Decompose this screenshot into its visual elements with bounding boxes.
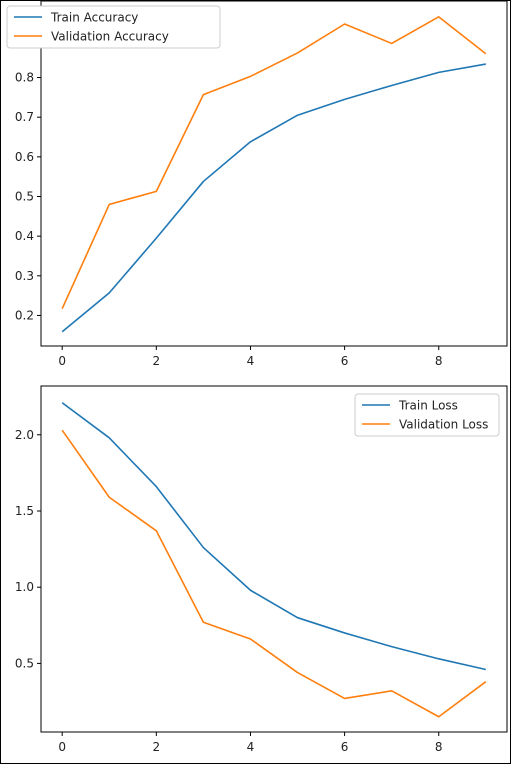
plot-area-1 — [41, 1, 507, 346]
y-tick-label: 1.5 — [15, 504, 34, 518]
legend-label: Validation Accuracy — [51, 30, 169, 44]
x-tick-label: 2 — [153, 354, 161, 368]
y-tick-label: 2.0 — [15, 428, 34, 442]
y-tick-label: 0.6 — [15, 150, 34, 164]
x-tick-label: 4 — [247, 740, 255, 754]
y-tick-label: 0.2 — [15, 308, 34, 322]
x-tick-label: 0 — [58, 354, 66, 368]
y-tick-label: 0.3 — [15, 269, 34, 283]
series-line-validation-loss — [62, 430, 486, 717]
y-tick-label: 0.5 — [15, 656, 34, 670]
x-tick-label: 6 — [341, 354, 349, 368]
x-tick-label: 2 — [153, 740, 161, 754]
x-tick-label: 8 — [435, 354, 443, 368]
y-tick-label: 1.0 — [15, 580, 34, 594]
series-line-train-loss — [62, 403, 486, 670]
legend-label: Train Loss — [398, 399, 458, 413]
plot-area-2 — [41, 386, 507, 732]
series-line-train-accuracy — [62, 64, 486, 332]
legend-label: Train Accuracy — [50, 11, 138, 25]
x-tick-label: 6 — [341, 740, 349, 754]
y-tick-label: 0.4 — [15, 229, 34, 243]
x-tick-label: 8 — [435, 740, 443, 754]
y-tick-label: 0.7 — [15, 110, 34, 124]
x-tick-label: 4 — [247, 354, 255, 368]
y-tick-label: 0.8 — [15, 71, 34, 85]
series-line-validation-accuracy — [62, 17, 486, 309]
x-tick-label: 0 — [58, 740, 66, 754]
y-tick-label: 0.5 — [15, 190, 34, 204]
legend-label: Validation Loss — [399, 418, 488, 432]
